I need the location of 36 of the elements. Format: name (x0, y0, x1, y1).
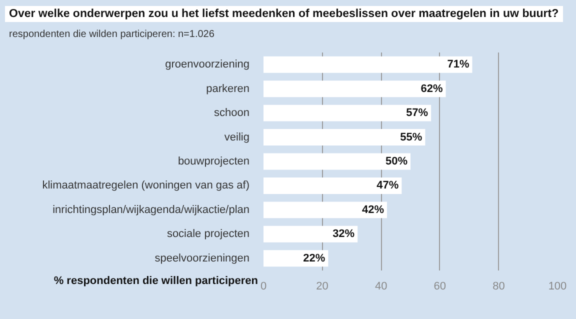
y-tick-label: veilig (224, 131, 250, 144)
y-tick-label: groenvoorziening (165, 58, 250, 71)
bar (264, 250, 328, 267)
y-tick-label: klimaatmaatregelen (woningen van gas af) (42, 180, 250, 192)
x-tick-label: 20 (316, 280, 328, 292)
y-tick-label: parkeren (206, 82, 250, 95)
data-label: 71% (447, 58, 470, 71)
data-label: 50% (385, 156, 408, 168)
data-label: 47% (376, 180, 399, 192)
data-label: 57% (406, 107, 428, 120)
bar (264, 177, 402, 194)
bar (264, 202, 387, 218)
data-label: 32% (332, 228, 355, 240)
bar (264, 56, 472, 73)
chart-title: Over welke onderwerpen zou u het liefst meedenken of meebeslissen over maatregelen in uw buurt? (5, 6, 563, 22)
bar (264, 226, 358, 242)
x-tick-label: 100 (548, 280, 567, 292)
bar (264, 104, 432, 122)
bar (264, 80, 446, 98)
data-label: 22% (303, 252, 326, 264)
bar (264, 129, 426, 146)
x-tick-label: 60 (434, 280, 446, 292)
x-axis-title: % respondenten die willen participeren (54, 274, 258, 289)
y-tick-label: bouwprojecten (178, 156, 250, 168)
bar (264, 153, 410, 170)
text: respondenten die wilden participeren: n=1.026 (9, 28, 214, 42)
x-tick-label: 80 (492, 280, 505, 292)
y-tick-label: inrichtingsplan/wijkagenda/wijkactie/plan (52, 204, 250, 216)
data-label: 42% (362, 204, 384, 216)
x-tick-label: 40 (374, 280, 388, 292)
y-tick-label: speelvoorzieningen (154, 252, 250, 264)
data-label: 62% (420, 82, 443, 95)
y-tick-label: sociale projecten (166, 228, 250, 240)
data-label: 55% (400, 131, 422, 144)
y-tick-label: schoon (214, 107, 250, 120)
x-tick-label: 0 (260, 280, 267, 292)
